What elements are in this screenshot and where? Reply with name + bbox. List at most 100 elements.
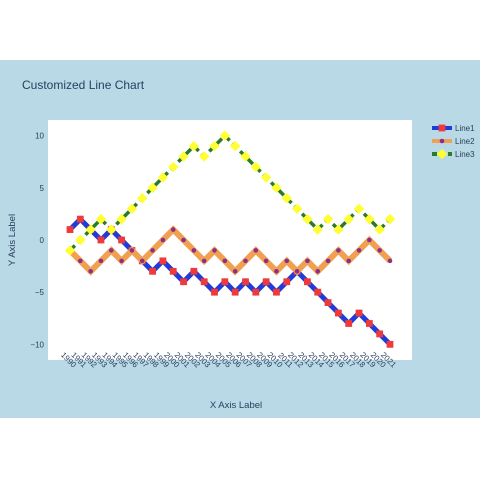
data-point-marker [66,226,74,233]
legend-label: Line3 [455,150,475,159]
data-point-marker [343,213,354,225]
data-point-marker [97,236,105,244]
data-point-marker [387,258,393,264]
data-point-marker [157,172,169,183]
data-point-marker [364,213,375,225]
data-point-marker [170,227,176,232]
data-point-marker [211,288,218,296]
data-point-marker [232,269,238,274]
data-point-marker [169,267,177,275]
data-point-marker [212,248,217,253]
data-point-marker [201,258,207,264]
data-point-marker [108,248,114,253]
data-point-marker [252,288,260,296]
data-point-marker [243,258,248,264]
data-point-marker [78,258,83,264]
data-point-marker [119,258,124,264]
data-point-marker [322,213,334,225]
data-point-marker [377,248,382,253]
data-point-marker [374,224,385,235]
data-point-marker [191,248,197,253]
data-point-marker [242,278,249,286]
data-point-marker [64,245,76,256]
data-point-marker [304,278,311,286]
data-point-marker [219,130,231,141]
legend-label: Line2 [455,137,475,146]
data-point-marker [439,138,445,144]
data-point-marker [76,215,84,223]
data-point-marker [384,213,396,225]
data-point-marker [106,224,117,235]
data-point-marker [281,193,292,204]
data-point-marker [302,213,313,225]
data-point-marker [291,203,303,214]
y-tick-label: 5 [40,184,45,193]
data-point-marker [336,248,341,253]
data-point-marker [150,248,155,253]
data-point-marker [129,248,135,253]
data-point-marker [190,267,198,275]
data-point-marker [294,269,300,274]
data-point-marker [188,140,200,152]
data-point-marker [365,320,373,327]
data-point-marker [284,258,290,264]
data-point-marker [139,258,145,264]
series-layer [64,130,396,348]
data-point-marker [137,193,148,204]
data-point-marker [95,213,107,225]
data-point-marker [180,278,187,286]
data-point-marker [168,161,179,173]
data-point-marker [274,269,279,274]
y-tick-label: 0 [40,236,45,245]
data-point-marker [305,258,310,264]
y-tick-label: −5 [35,288,45,297]
data-point-marker [262,278,270,286]
data-point-marker [325,258,331,264]
data-point-marker [147,182,158,194]
y-tick-label: −10 [30,340,44,349]
legend-item-line1[interactable]: Line1 [432,124,475,133]
data-point-marker [367,237,372,243]
data-point-marker [118,236,126,244]
series-line [67,225,393,276]
legend-label: Line1 [455,124,475,133]
data-point-marker [250,161,262,173]
data-point-marker [283,278,291,286]
data-point-marker [253,248,259,253]
data-point-marker [345,320,353,327]
data-point-marker [231,288,239,296]
y-axis-ticks: −10 −5 0 5 10 [30,132,44,350]
data-point-marker [355,309,363,317]
data-point-marker [263,258,269,264]
data-point-marker [353,203,365,214]
chart-figure: Customized Line Chart −10 −5 0 5 10 1990 1991… [0,60,480,418]
series-line3 [64,130,396,256]
data-point-marker [88,269,93,274]
data-point-marker [222,258,228,264]
data-point-marker [116,213,127,225]
data-point-marker [159,257,167,265]
data-point-marker [209,140,220,152]
data-point-marker [126,203,138,214]
data-point-marker [200,278,208,286]
data-point-marker [356,248,362,253]
data-point-marker [346,258,352,264]
data-point-marker [273,288,280,296]
legend-item-line2[interactable]: Line2 [432,137,475,146]
chart-title: Customized Line Chart [22,78,145,92]
data-point-marker [229,140,241,152]
data-point-marker [314,288,322,296]
data-point-marker [85,224,96,235]
data-point-marker [438,124,446,132]
data-point-marker [271,182,282,194]
data-point-marker [98,258,104,264]
data-point-marker [324,299,332,307]
data-point-marker [181,237,186,243]
data-point-marker [386,340,394,348]
data-point-marker [198,151,210,162]
data-point-marker [260,172,272,183]
data-point-marker [149,267,156,275]
data-point-marker [333,224,344,235]
data-point-marker [334,309,342,317]
